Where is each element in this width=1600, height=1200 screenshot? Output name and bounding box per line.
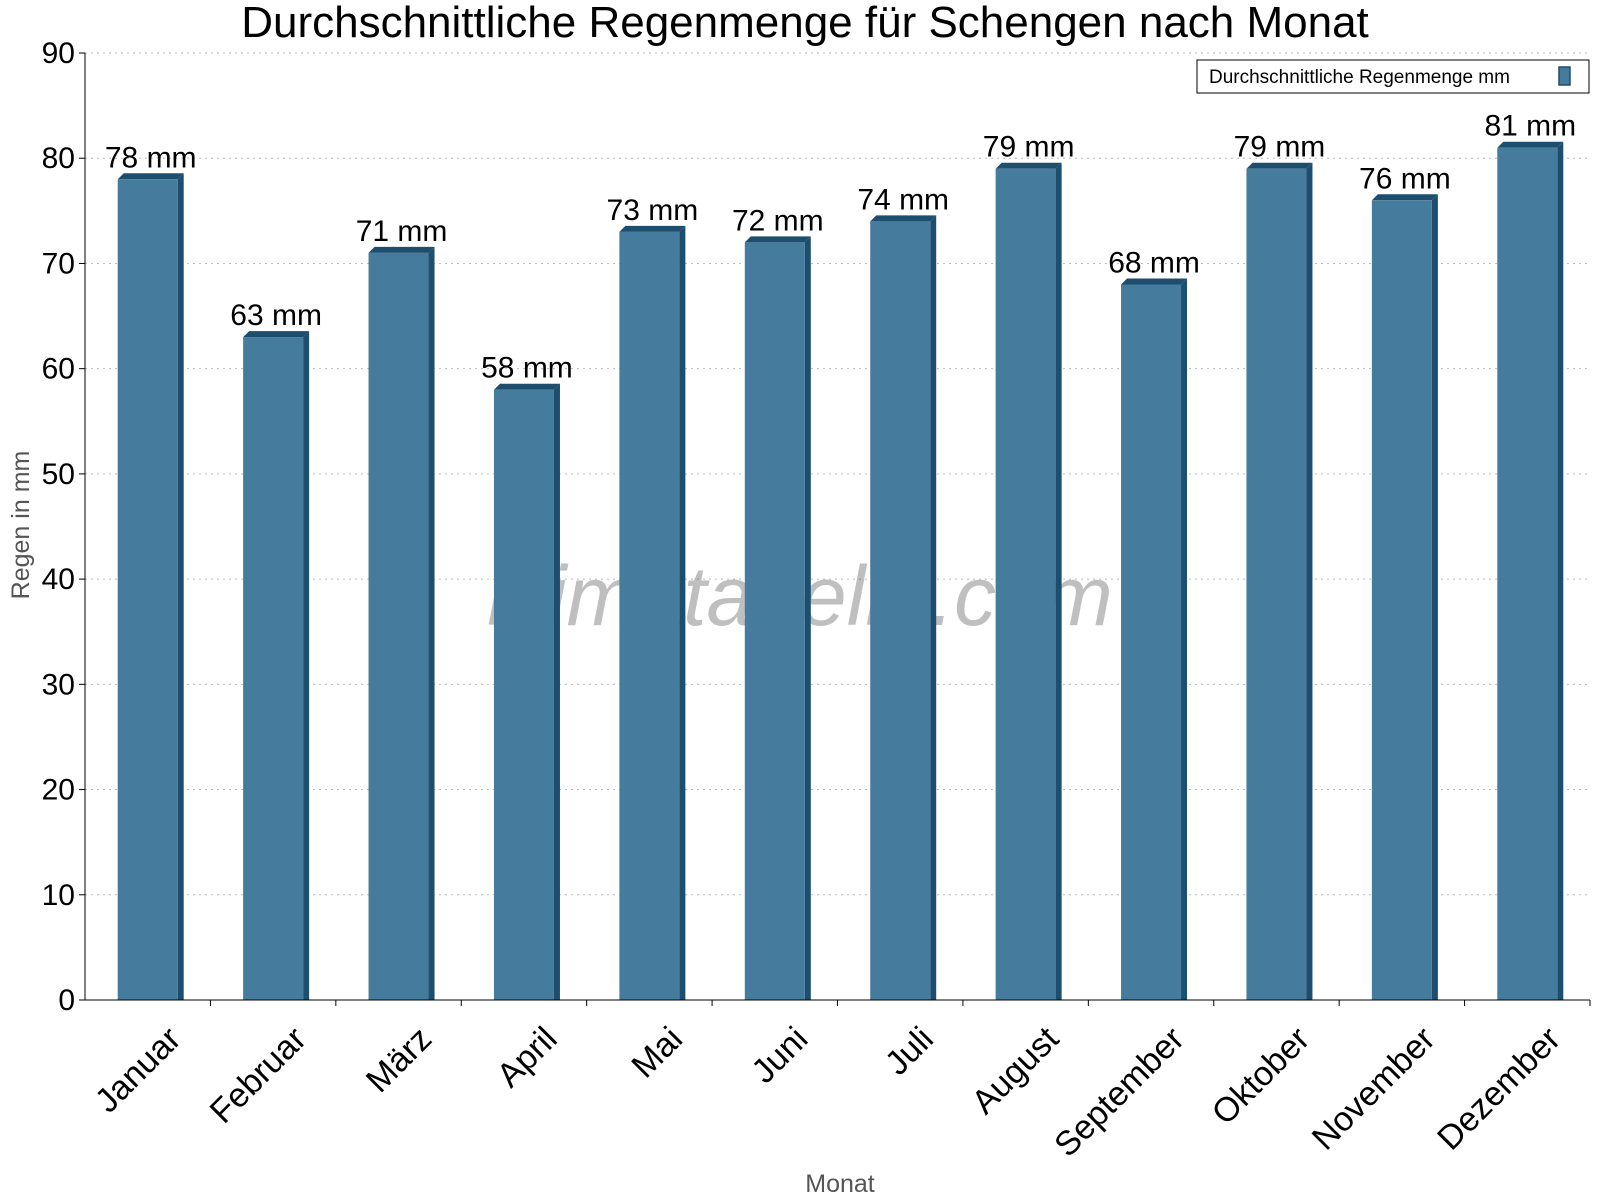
bar-value-label: 72 mm: [732, 204, 824, 237]
bar-front: [744, 242, 805, 1000]
legend-entry-label: Durchschnittliche Regenmenge mm: [1209, 67, 1510, 88]
bar-top: [619, 225, 686, 232]
bar-side: [1306, 162, 1313, 1000]
x-tick-label: November: [1305, 1020, 1443, 1158]
bar-top: [870, 215, 937, 222]
bar-side: [177, 173, 184, 1000]
bar-front: [870, 221, 931, 1000]
bar-side: [1181, 278, 1188, 1000]
bar-value-label: 58 mm: [481, 352, 573, 385]
bar: [619, 225, 686, 1000]
bar-value-label: 63 mm: [230, 299, 322, 332]
bar-value-label: 78 mm: [105, 141, 197, 174]
bar-top: [117, 173, 184, 180]
bar-top: [995, 162, 1062, 169]
chart-title: Durchschnittliche Regenmenge für Schenge…: [241, 0, 1369, 47]
y-tick-label: 10: [42, 879, 75, 912]
x-axis-label: Monat: [805, 1170, 875, 1198]
bar-side: [303, 331, 310, 1001]
data-labels: 78 mm 63 mm 71 mm 58 mm 73 mm 72 mm 74 mm 79 mm…: [105, 110, 1576, 385]
bar-front: [117, 179, 178, 1000]
bar-value-label: 79 mm: [983, 131, 1075, 164]
x-tick-label: September: [1047, 1020, 1191, 1164]
x-tick-label: Juli: [878, 1020, 941, 1083]
bar-top: [744, 236, 811, 243]
bar: [243, 331, 310, 1001]
x-tick-label: Oktober: [1205, 1020, 1317, 1132]
y-tick-label: 60: [42, 353, 75, 386]
bar-front: [1121, 284, 1182, 1000]
bar-side: [804, 236, 811, 1000]
bar-top: [1121, 278, 1188, 285]
bar-top: [243, 331, 310, 338]
bar: [493, 383, 560, 1000]
bar: [1497, 141, 1564, 1000]
bar: [995, 162, 1062, 1000]
x-tick-label: Mai: [624, 1020, 690, 1086]
bars: [117, 141, 1564, 1001]
x-tick-label: Februar: [203, 1020, 314, 1131]
bar-side: [930, 215, 937, 1000]
x-tick-label: April: [490, 1020, 565, 1095]
legend: Durchschnittliche Regenmenge mm: [1196, 59, 1590, 94]
bar-value-label: 76 mm: [1359, 162, 1451, 195]
y-tick-label: 50: [42, 458, 75, 491]
bar-top: [493, 383, 560, 390]
y-axis-label: Regen in mm: [7, 451, 35, 600]
bar: [1371, 194, 1438, 1001]
bar-front: [1371, 200, 1432, 1001]
bar-top: [368, 246, 435, 253]
bar-front: [995, 168, 1056, 1000]
bar-value-label: 81 mm: [1484, 110, 1576, 143]
bar-side: [679, 225, 686, 1000]
bar-front: [368, 252, 429, 1000]
bar-value-label: 74 mm: [857, 183, 949, 216]
bar-value-label: 73 mm: [607, 194, 699, 227]
grid-lines: [85, 52, 1590, 896]
bar-front: [619, 231, 680, 1000]
bar-front: [243, 337, 304, 1001]
bar: [1246, 162, 1313, 1000]
bar-front: [1497, 147, 1558, 1000]
bar: [117, 173, 184, 1000]
y-tick-label: 70: [42, 247, 75, 280]
x-tick-label: August: [965, 1019, 1067, 1121]
bar: [368, 246, 435, 1000]
bar-value-label: 79 mm: [1234, 131, 1326, 164]
bar-value-label: 71 mm: [356, 215, 448, 248]
x-tick-label: März: [359, 1020, 439, 1100]
bar-top: [1246, 162, 1313, 169]
x-tick-label: Januar: [88, 1020, 188, 1120]
bar-front: [1246, 168, 1307, 1000]
y-tick-label: 90: [42, 37, 75, 70]
x-tick-label: Dezember: [1430, 1020, 1568, 1158]
legend-box: [1196, 59, 1590, 94]
bar-front: [493, 389, 554, 1000]
bar: [870, 215, 937, 1000]
bar-side: [553, 383, 560, 1000]
y-tick-label: 40: [42, 563, 75, 596]
y-tick-label: 0: [58, 984, 75, 1017]
legend-swatch: [1558, 66, 1571, 86]
bar-side: [1431, 194, 1438, 1001]
y-tick-label: 30: [42, 668, 75, 701]
bar-side: [428, 246, 435, 1000]
bar-side: [1055, 162, 1062, 1000]
y-tick-label: 80: [42, 142, 75, 175]
bar-top: [1371, 194, 1438, 201]
bar: [1121, 278, 1188, 1000]
bar-value-label: 68 mm: [1108, 246, 1200, 279]
bar-top: [1497, 141, 1564, 148]
bar: [744, 236, 811, 1000]
y-tick-label: 20: [42, 774, 75, 807]
x-tick-label: Juni: [744, 1020, 815, 1091]
bar-side: [1557, 141, 1564, 1000]
